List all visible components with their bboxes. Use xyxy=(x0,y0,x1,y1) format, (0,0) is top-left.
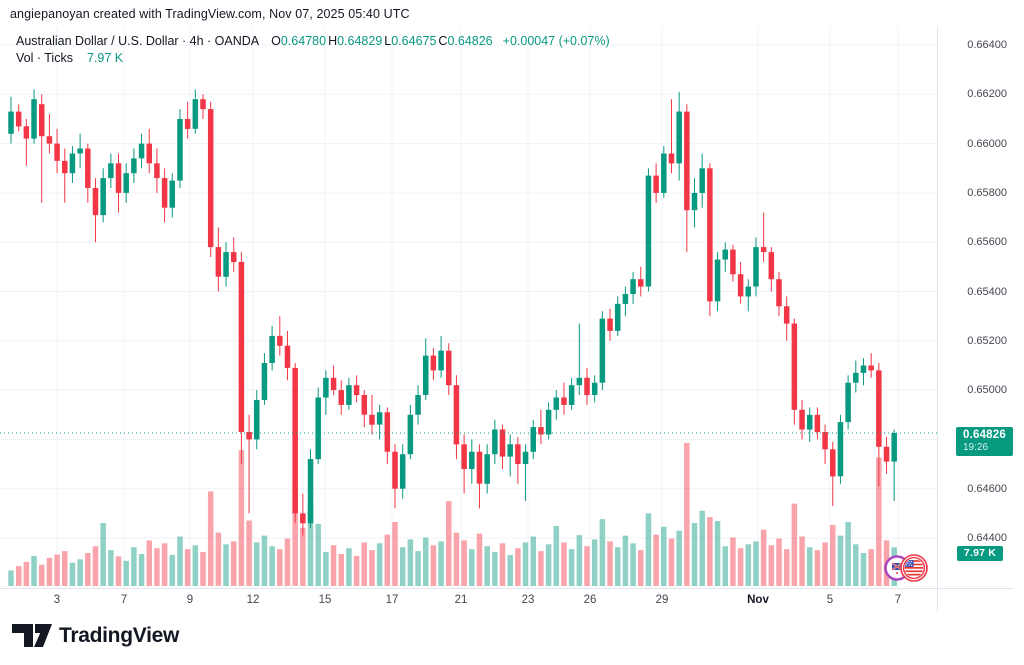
legend-volume-row: Vol · Ticks 7.97 K xyxy=(16,50,610,67)
price-axis-label: 0.64400 xyxy=(967,532,1007,544)
current-price-value: 0.64826 xyxy=(963,429,1006,441)
ohlc-l: L0.64675 xyxy=(384,34,437,48)
current-price-badge: 0.64826 19:26 xyxy=(956,427,1013,456)
price-axis-label: 0.66400 xyxy=(967,39,1007,51)
tradingview-logo[interactable]: TradingView xyxy=(12,622,179,649)
time-axis-label-17: 17 xyxy=(385,594,399,606)
symbol-title[interactable]: Australian Dollar / U.S. Dollar · 4h · O… xyxy=(16,34,260,48)
tradingview-logo-text: TradingView xyxy=(59,623,180,647)
time-axis-label-9: 9 xyxy=(186,594,194,606)
time-axis-label-15: 15 xyxy=(318,594,332,606)
ohlc-c: C0.64826 xyxy=(438,34,493,48)
tradingview-logo-icon xyxy=(12,624,52,647)
ohlc-o: O0.64780 xyxy=(271,34,327,48)
volume-indicator-label[interactable]: Vol · Ticks xyxy=(16,51,73,65)
watermark-attribution: angiepanoyan created with TradingView.co… xyxy=(10,7,410,21)
ohlc-h: H0.64829 xyxy=(328,34,383,48)
candlestick-chart-canvas[interactable] xyxy=(0,0,937,589)
time-axis-label-21: 21 xyxy=(454,594,468,606)
time-scale-separator xyxy=(0,588,1013,589)
legend-symbol-row: Australian Dollar / U.S. Dollar · 4h · O… xyxy=(16,33,610,50)
price-axis-label: 0.64600 xyxy=(967,483,1007,495)
chart-legend: Australian Dollar / U.S. Dollar · 4h · O… xyxy=(16,33,610,67)
time-axis-label-7: 7 xyxy=(894,594,902,606)
price-axis-label: 0.66200 xyxy=(967,88,1007,100)
usd-flag-icon xyxy=(904,559,924,577)
instrument-pair-flags-icon xyxy=(884,552,930,584)
time-axis-label-26: 26 xyxy=(583,594,597,606)
ohlc-values: O0.64780 H0.64829 L0.64675 C0.64826 xyxy=(271,33,495,50)
aud-flag-icon xyxy=(891,562,903,574)
time-axis-label-29: 29 xyxy=(655,594,669,606)
time-axis-label-3: 3 xyxy=(53,594,61,606)
price-axis-label: 0.65400 xyxy=(967,286,1007,298)
bar-countdown: 19:26 xyxy=(963,442,989,453)
price-axis-label: 0.65800 xyxy=(967,187,1007,199)
volume-value: 7.97 K xyxy=(86,51,124,65)
time-axis-label-23: 23 xyxy=(521,594,535,606)
time-axis-label-7: 7 xyxy=(120,594,128,606)
price-scale-separator xyxy=(937,27,938,611)
time-axis-label-nov: Nov xyxy=(747,594,769,606)
price-axis-label: 0.66000 xyxy=(967,138,1007,150)
price-change: +0.00047 (+0.07%) xyxy=(502,34,610,48)
price-axis-label: 0.65000 xyxy=(967,384,1007,396)
time-axis-label-12: 12 xyxy=(246,594,260,606)
time-axis-label-5: 5 xyxy=(826,594,834,606)
price-axis-label: 0.65200 xyxy=(967,335,1007,347)
price-axis-label: 0.65600 xyxy=(967,236,1007,248)
volume-badge: 7.97 K xyxy=(957,546,1003,561)
